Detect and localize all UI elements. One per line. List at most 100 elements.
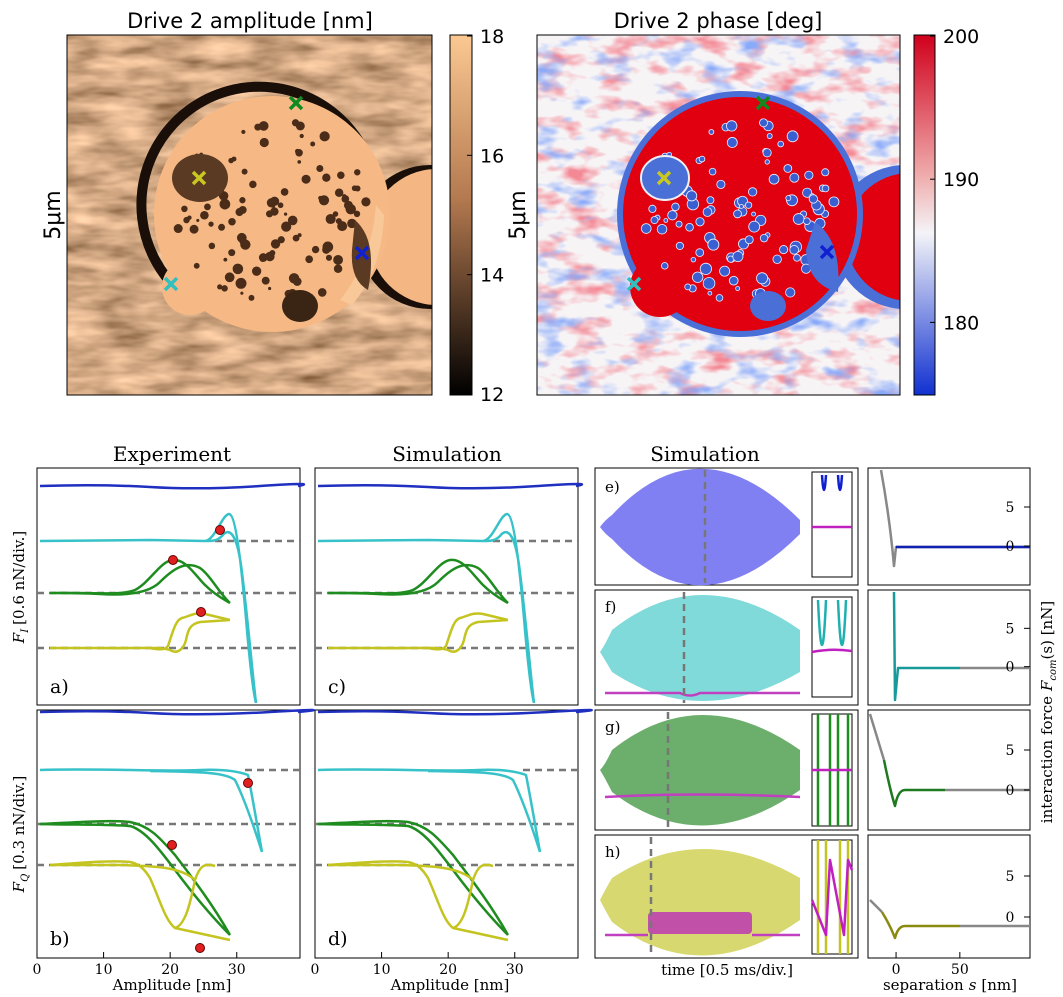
hole xyxy=(749,188,757,196)
tick-label: 0 xyxy=(1006,660,1015,676)
suffix: (s) [nN] xyxy=(1038,601,1056,660)
curve xyxy=(40,484,304,488)
symbol: s xyxy=(969,976,977,994)
column-title: Experiment xyxy=(113,442,231,466)
marker xyxy=(197,608,206,617)
panel-label: c) xyxy=(328,676,346,698)
marker xyxy=(169,556,178,565)
tick-label: 16 xyxy=(480,145,504,167)
tick-label: 200 xyxy=(943,26,979,48)
hole xyxy=(662,263,668,269)
panel xyxy=(37,468,300,705)
hole xyxy=(786,196,790,200)
hole xyxy=(183,217,189,223)
hole xyxy=(235,208,243,216)
force-curve xyxy=(894,592,960,700)
hole xyxy=(708,239,718,249)
hole xyxy=(703,208,711,216)
hole xyxy=(701,264,712,275)
curve xyxy=(40,821,230,935)
hole xyxy=(272,205,275,208)
tick-label: 5 xyxy=(1006,869,1015,885)
hole xyxy=(790,174,798,182)
baseline xyxy=(37,541,300,865)
tick-label: 30 xyxy=(228,962,246,978)
hole xyxy=(336,218,342,224)
hole xyxy=(181,206,187,212)
panel-label: b) xyxy=(50,928,70,950)
symbol: F xyxy=(1038,680,1056,692)
hole xyxy=(228,249,235,256)
hole xyxy=(260,138,269,147)
unit: [0.6 nN/div.] xyxy=(10,531,28,625)
panel-label: d) xyxy=(328,928,348,950)
map-title: Drive 2 phase [deg] xyxy=(614,9,823,33)
hole xyxy=(292,119,299,126)
hole xyxy=(733,252,742,261)
hole xyxy=(720,267,729,276)
marker xyxy=(216,526,225,535)
hole xyxy=(289,273,299,283)
hole xyxy=(233,264,244,275)
colorbar xyxy=(450,35,472,395)
tick-label: 50 xyxy=(951,962,969,978)
hole xyxy=(265,252,274,261)
hole xyxy=(685,284,690,289)
symbol: F xyxy=(10,881,28,893)
hole xyxy=(355,185,361,191)
hole xyxy=(221,285,227,291)
insets xyxy=(812,472,852,954)
hole xyxy=(217,284,222,289)
hole xyxy=(765,160,769,164)
hole xyxy=(249,181,256,188)
hole xyxy=(228,218,236,226)
panel xyxy=(868,468,1030,585)
tick-label: 14 xyxy=(480,265,504,287)
curve xyxy=(50,613,230,651)
tick-label: 12 xyxy=(480,384,504,406)
figure: Drive 2 amplitude [nm] Drive 2 phase [de… xyxy=(0,0,1063,997)
scale-label: 5μm xyxy=(41,190,66,239)
dark-region xyxy=(282,290,318,322)
hole xyxy=(242,169,248,175)
hole xyxy=(788,131,798,141)
hole xyxy=(687,191,696,200)
hole xyxy=(768,134,772,138)
hole xyxy=(642,224,651,233)
hole xyxy=(174,224,183,233)
hole xyxy=(778,142,783,147)
hole xyxy=(241,130,245,134)
hole xyxy=(672,203,679,210)
panel-label: h) xyxy=(605,843,621,861)
curve-set xyxy=(37,484,314,940)
hole xyxy=(746,236,753,243)
hole xyxy=(354,169,360,175)
hole xyxy=(239,197,245,203)
panel-label: g) xyxy=(605,718,620,736)
panel xyxy=(868,835,1030,958)
hole xyxy=(300,134,304,138)
hole xyxy=(302,175,311,184)
hole xyxy=(676,221,681,226)
amplitude-map xyxy=(67,35,505,395)
hole xyxy=(709,130,713,134)
hole xyxy=(649,206,655,212)
hole xyxy=(297,160,301,164)
hole xyxy=(361,197,370,206)
hole xyxy=(658,225,667,234)
hole xyxy=(708,292,711,295)
hole xyxy=(686,224,693,231)
unit: [nm] xyxy=(981,976,1017,994)
curve xyxy=(40,514,256,703)
scale-label: 5μm xyxy=(506,190,531,239)
hole xyxy=(696,249,703,256)
tick-label: 0 xyxy=(33,962,42,978)
tick-label: 0 xyxy=(1006,910,1015,926)
hole xyxy=(208,221,213,226)
subscript: I xyxy=(20,628,31,634)
hole xyxy=(278,236,285,243)
x-axis-label: separations[nm] xyxy=(883,976,1017,994)
hole xyxy=(196,219,199,222)
hole xyxy=(326,255,332,261)
symbol: F xyxy=(10,632,28,644)
